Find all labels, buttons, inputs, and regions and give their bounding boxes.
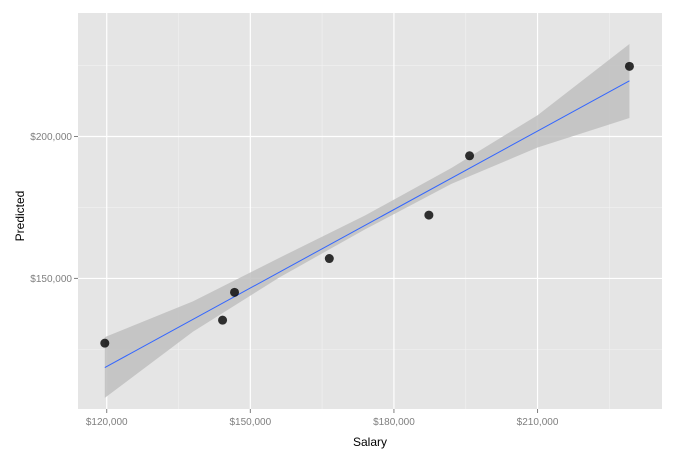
y-axis-ticks: $150,000 $200,000 (30, 132, 78, 285)
data-point (100, 338, 110, 348)
data-points (100, 61, 634, 348)
data-point (624, 61, 634, 71)
confidence-band (104, 43, 630, 398)
data-point (465, 151, 475, 161)
y-tick-label: $150,000 (30, 274, 72, 285)
y-tick-label: $200,000 (30, 132, 72, 143)
y-axis-title: Predicted (13, 191, 27, 242)
x-axis-ticks: $120,000 $150,000 $180,000 $210,000 (86, 409, 559, 428)
x-tick-label: $210,000 (517, 417, 559, 428)
x-tick-label: $150,000 (229, 417, 271, 428)
x-tick-label: $120,000 (86, 417, 128, 428)
data-point (230, 287, 240, 297)
data-point (324, 254, 334, 264)
x-axis-title: Salary (353, 435, 387, 449)
x-tick-label: $180,000 (373, 417, 415, 428)
regression-line (104, 80, 630, 368)
data-point (218, 315, 228, 325)
data-point (424, 210, 434, 220)
